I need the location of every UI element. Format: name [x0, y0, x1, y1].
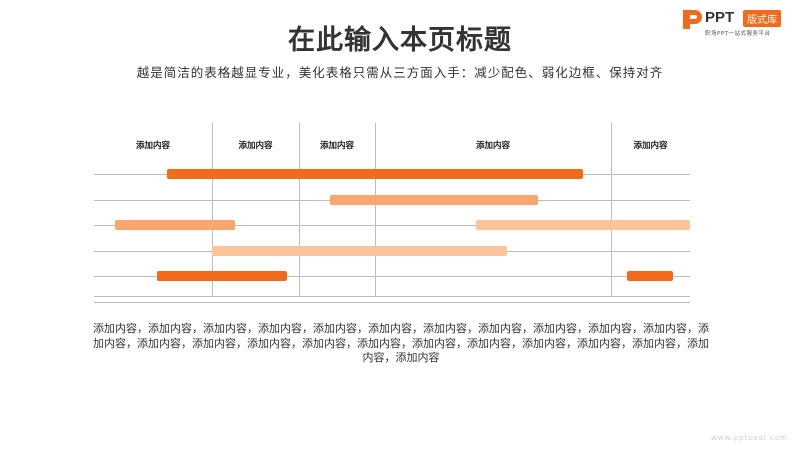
column-divider — [611, 123, 612, 296]
column-divider — [375, 123, 376, 296]
ppt-logo-mark-icon — [683, 10, 702, 29]
column-header: 添加内容 — [633, 141, 668, 151]
column-header: 添加内容 — [135, 141, 171, 151]
gantt-bar — [156, 271, 287, 281]
column-header: 添加内容 — [475, 141, 511, 151]
footer-url: www.pptcool.com — [711, 434, 788, 442]
row-divider — [94, 276, 690, 277]
column-divider — [212, 123, 213, 296]
column-header: 添加内容 — [238, 141, 273, 151]
gantt-bar — [626, 271, 674, 281]
body-text: 添加内容，添加内容，添加内容，添加内容，添加内容，添加内容，添加内容，添加内容，… — [93, 322, 709, 364]
row-divider — [94, 301, 690, 303]
gantt-bar — [167, 169, 583, 179]
gantt-bar — [115, 220, 235, 230]
logo-tagline: 职场PPT一站式服务平台 — [705, 31, 771, 37]
logo-badge: 版式库 — [743, 10, 781, 27]
column-divider — [299, 123, 300, 296]
brand-logo: PPT 版式库 职场PPT一站式服务平台 — [681, 8, 796, 40]
gantt-bar — [212, 245, 508, 256]
column-header: 添加内容 — [319, 141, 355, 151]
page-title: 在此输入本页标题 — [288, 25, 512, 56]
gantt-bar — [476, 220, 690, 230]
logo-brand-text: PPT — [705, 9, 735, 26]
row-divider — [94, 225, 690, 226]
table-bottom-line — [94, 295, 690, 297]
gantt-bar — [330, 194, 538, 205]
page-subtitle: 越是简洁的表格越显专业，美化表格只需从三方面入手：减少配色、弱化边框、保持对齐 — [136, 65, 664, 80]
